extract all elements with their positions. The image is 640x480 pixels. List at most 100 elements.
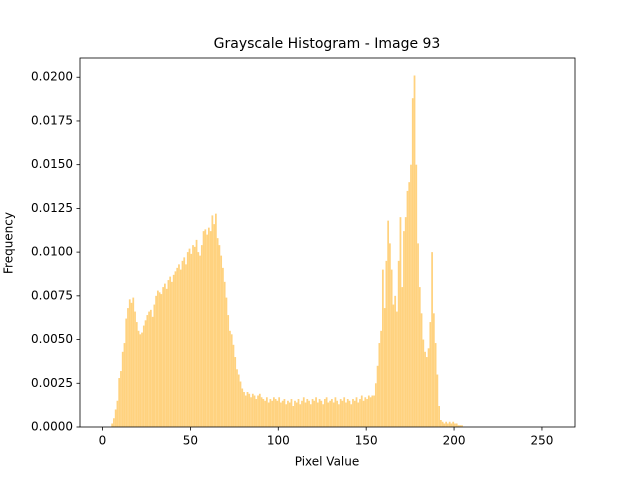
bar: [383, 308, 386, 427]
bar: [257, 395, 259, 427]
x-tick-label: 50: [183, 434, 198, 448]
bar: [244, 395, 247, 427]
y-axis-label: Frequency: [2, 212, 16, 274]
bar: [429, 322, 432, 427]
y-tick-label: 0.0050: [31, 332, 73, 346]
bar: [111, 423, 114, 427]
bar: [461, 425, 463, 427]
bar: [186, 252, 189, 427]
bar: [183, 257, 186, 427]
bar: [179, 269, 182, 427]
bar: [267, 402, 270, 427]
bar: [155, 295, 157, 427]
bar: [216, 238, 219, 427]
bar: [172, 274, 175, 427]
bar: [457, 425, 460, 427]
bar: [251, 393, 254, 427]
bar: [223, 281, 226, 427]
bar: [234, 357, 237, 427]
bar: [128, 299, 131, 427]
bar: [158, 292, 161, 427]
bar: [123, 343, 126, 427]
bar: [211, 215, 214, 427]
bar: [271, 400, 274, 427]
bar: [306, 399, 309, 427]
bar: [422, 339, 425, 427]
bar: [438, 406, 440, 427]
bar: [331, 399, 333, 427]
bar: [378, 343, 381, 427]
bar: [207, 227, 210, 427]
bar: [338, 404, 340, 427]
bar: [364, 397, 367, 427]
bar: [204, 229, 207, 427]
bar: [162, 287, 165, 427]
x-tick-label: 250: [531, 434, 554, 448]
y-tick-label: 0.0100: [31, 245, 73, 259]
bar: [250, 397, 252, 427]
bar: [227, 315, 230, 427]
bar: [374, 383, 377, 427]
bar: [350, 404, 353, 427]
y-tick-label: 0.0000: [31, 420, 73, 434]
bar: [299, 404, 302, 427]
bar: [445, 421, 448, 427]
bar: [146, 315, 149, 427]
bar: [345, 402, 347, 427]
bar: [164, 283, 166, 427]
y-tick-label: 0.0125: [31, 201, 73, 215]
plot-frame: [79, 57, 576, 428]
bar: [278, 397, 281, 427]
bar: [188, 248, 191, 427]
bar: [404, 217, 407, 427]
bar: [141, 332, 143, 427]
bar: [427, 348, 430, 427]
bar: [373, 395, 375, 427]
bar: [348, 400, 351, 427]
bar: [440, 420, 442, 427]
bar: [269, 399, 272, 427]
bar: [114, 409, 117, 427]
bar: [171, 281, 173, 427]
bar: [190, 253, 193, 427]
bar: [334, 397, 337, 427]
chart-title: Grayscale Histogram - Image 93: [214, 36, 441, 52]
bar: [390, 269, 393, 427]
bar: [346, 399, 349, 427]
bar: [355, 397, 358, 427]
bar: [455, 423, 458, 427]
bar: [295, 402, 298, 427]
bar: [367, 395, 370, 427]
bar: [369, 397, 372, 427]
bar: [313, 400, 316, 427]
bar: [118, 378, 121, 427]
bar: [137, 330, 140, 427]
bar: [327, 402, 330, 427]
y-tick-label: 0.0075: [31, 288, 73, 302]
y-tick-label: 0.0025: [31, 376, 73, 390]
bar: [130, 302, 133, 427]
bar: [459, 425, 462, 427]
bar: [336, 400, 339, 427]
bar: [220, 255, 223, 427]
bar: [253, 395, 256, 427]
bar: [213, 224, 215, 427]
bar: [206, 234, 208, 427]
bar: [288, 402, 291, 427]
bar: [411, 98, 414, 427]
bar: [193, 246, 196, 427]
bar: [448, 421, 451, 427]
x-tick-label: 0: [99, 434, 107, 448]
bar: [316, 402, 319, 427]
bar: [434, 343, 437, 427]
bar: [116, 400, 119, 427]
bar: [353, 400, 356, 427]
bar: [120, 371, 122, 427]
bar: [329, 400, 332, 427]
bar: [241, 388, 244, 427]
bar: [218, 245, 221, 427]
bar: [199, 255, 201, 427]
bar: [425, 357, 428, 427]
bar: [237, 374, 240, 427]
bar: [264, 400, 266, 427]
